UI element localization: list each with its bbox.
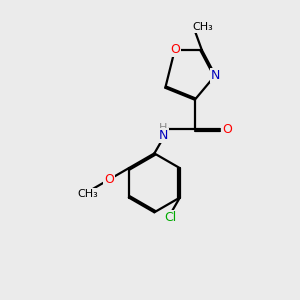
Text: N: N — [158, 129, 168, 142]
Text: CH₃: CH₃ — [192, 22, 213, 32]
Text: N: N — [211, 69, 220, 82]
Text: O: O — [170, 44, 180, 56]
Text: Cl: Cl — [165, 211, 177, 224]
Text: CH₃: CH₃ — [77, 189, 98, 199]
Text: O: O — [222, 123, 232, 136]
Text: O: O — [104, 173, 114, 186]
Text: H: H — [159, 123, 167, 133]
